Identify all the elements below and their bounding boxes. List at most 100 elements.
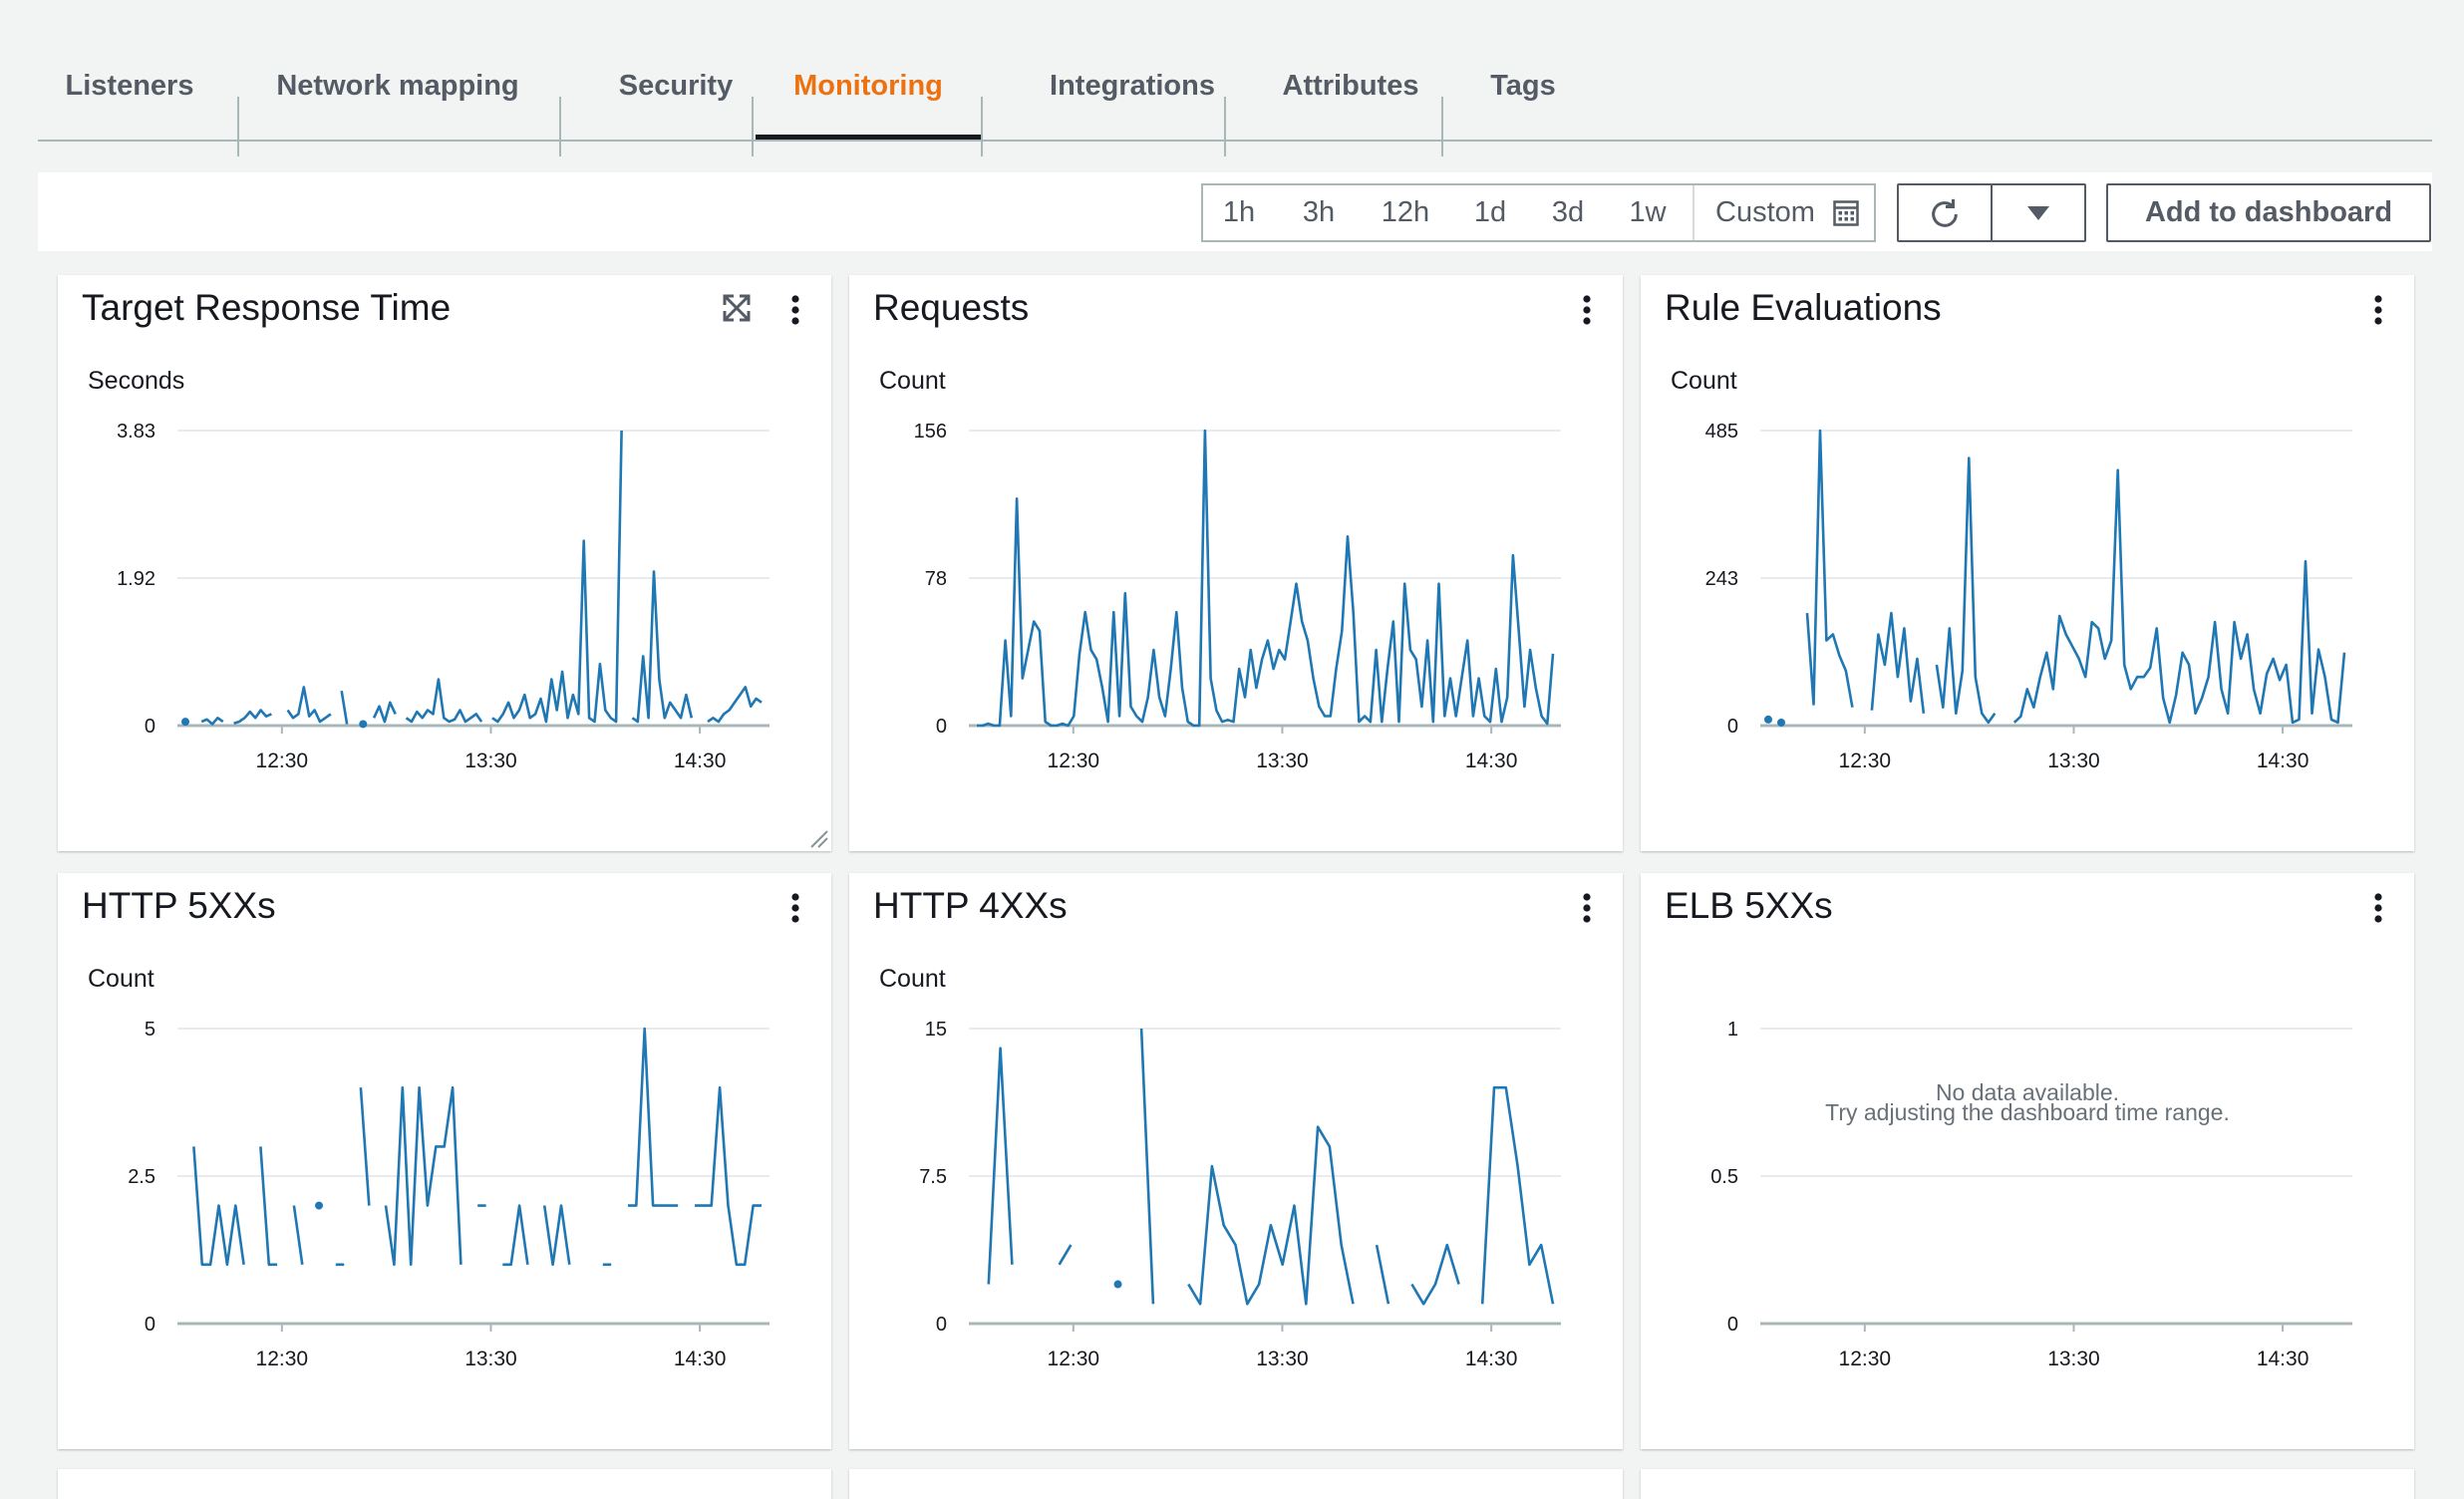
data-point[interactable] xyxy=(1113,1280,1122,1289)
caret-down-icon xyxy=(2027,206,2049,220)
widget-title: Rule Evaluations xyxy=(1665,287,1942,328)
range-12h[interactable]: 12h xyxy=(1381,196,1430,228)
range-1h[interactable]: 1h xyxy=(1222,196,1256,228)
x-tick-label: 13:30 xyxy=(464,750,517,772)
series-line[interactable] xyxy=(192,1146,245,1267)
tab-listeners[interactable]: Listeners xyxy=(65,70,194,102)
y-tick-label: 0.5 xyxy=(1710,1166,1738,1188)
widget-unit-label: Seconds xyxy=(88,367,185,395)
series-line[interactable] xyxy=(233,709,272,725)
vertical-ellipsis-icon[interactable] xyxy=(1581,295,1593,325)
series-line[interactable] xyxy=(405,678,483,724)
widget-title: HTTP 5XXs xyxy=(82,885,276,926)
y-tick-label: 156 xyxy=(914,421,947,443)
series-line[interactable] xyxy=(977,429,1555,728)
range-3d[interactable]: 3d xyxy=(1551,196,1585,228)
series-line[interactable] xyxy=(1805,429,1854,708)
vertical-ellipsis-icon[interactable] xyxy=(2372,295,2384,325)
series-line[interactable] xyxy=(259,1146,278,1267)
resize-grip-icon[interactable] xyxy=(807,827,829,849)
widget-partial xyxy=(58,1469,831,1499)
widget-title: ELB 5XXs xyxy=(1665,885,1833,926)
series-line[interactable] xyxy=(340,690,349,725)
series-line[interactable] xyxy=(502,1204,529,1267)
tab-attributes[interactable]: Attributes xyxy=(1282,70,1419,102)
y-tick-label: 1 xyxy=(1727,1019,1738,1041)
series-line[interactable] xyxy=(1139,1028,1155,1305)
tab-tags[interactable]: Tags xyxy=(1490,70,1556,102)
tab-bar: Listeners Network mapping Security Monit… xyxy=(38,44,2432,156)
series-line[interactable] xyxy=(1870,611,1926,714)
chart-target-response-time: 0 1.92 3.83 12:30 13:30 14:30 xyxy=(117,421,770,772)
series-line[interactable] xyxy=(707,686,763,724)
series-line[interactable] xyxy=(542,1204,571,1267)
x-tick-label: 12:30 xyxy=(1048,1348,1100,1370)
widget-unit-label: Count xyxy=(1671,367,1737,395)
range-1w[interactable]: 1w xyxy=(1629,196,1667,228)
refresh-button[interactable] xyxy=(1897,183,1993,242)
tab-security[interactable]: Security xyxy=(618,70,734,102)
tab-divider xyxy=(559,97,561,156)
series-line[interactable] xyxy=(1187,1125,1355,1306)
series-line[interactable] xyxy=(372,701,397,724)
range-3h[interactable]: 3h xyxy=(1302,196,1336,228)
y-tick-label: 7.5 xyxy=(919,1166,947,1188)
widget-http-5xxs: HTTP 5XXs Count 0 2.5 5 12:30 13:30 14:30 xyxy=(58,873,831,1449)
series-line[interactable] xyxy=(384,1085,462,1267)
add-to-dashboard-label: Add to dashboard xyxy=(2144,196,2393,228)
y-tick-label: 243 xyxy=(1705,568,1738,590)
calendar-icon[interactable] xyxy=(1833,200,1859,226)
series-line[interactable] xyxy=(2012,468,2346,725)
no-data-hint: Try adjusting the dashboard time range. xyxy=(1825,1099,2230,1125)
series-line[interactable] xyxy=(286,686,332,724)
data-point[interactable] xyxy=(181,718,189,727)
tab-divider xyxy=(1224,97,1226,156)
x-tick-label: 14:30 xyxy=(674,750,727,772)
refresh-options-dropdown[interactable] xyxy=(1991,183,2086,242)
x-tick-label: 14:30 xyxy=(1465,1348,1518,1370)
series-line[interactable] xyxy=(1935,456,1997,725)
y-tick-label: 0 xyxy=(936,1314,947,1336)
data-point[interactable] xyxy=(359,720,368,729)
series-line[interactable] xyxy=(292,1205,304,1265)
data-point[interactable] xyxy=(1776,718,1785,727)
expand-icon[interactable] xyxy=(722,293,752,323)
y-tick-label: 0 xyxy=(1727,716,1738,738)
y-tick-label: 1.92 xyxy=(117,568,155,590)
y-tick-label: 78 xyxy=(925,568,947,590)
range-custom[interactable]: Custom xyxy=(1715,196,1815,228)
x-tick-label: 12:30 xyxy=(1839,1348,1892,1370)
series-line[interactable] xyxy=(628,1027,679,1207)
series-line[interactable] xyxy=(631,570,694,724)
x-tick-label: 13:30 xyxy=(2047,1348,2100,1370)
vertical-ellipsis-icon[interactable] xyxy=(1581,893,1593,923)
tab-network-mapping[interactable]: Network mapping xyxy=(276,70,519,102)
widget-title: Target Response Time xyxy=(82,287,452,328)
widget-partial xyxy=(849,1469,1623,1499)
vertical-ellipsis-icon[interactable] xyxy=(789,295,801,325)
series-line[interactable] xyxy=(491,430,623,724)
refresh-icon xyxy=(1932,198,1958,227)
vertical-ellipsis-icon[interactable] xyxy=(2372,893,2384,923)
vertical-ellipsis-icon[interactable] xyxy=(789,893,801,923)
time-range-selector: 1h 3h 12h 1d 3d 1w Custom xyxy=(1201,183,1876,242)
tab-monitoring[interactable]: Monitoring xyxy=(756,66,981,140)
add-to-dashboard-button[interactable]: Add to dashboard xyxy=(2106,183,2431,242)
data-point[interactable] xyxy=(1764,715,1772,724)
tab-integrations[interactable]: Integrations xyxy=(1050,70,1215,102)
series-line[interactable] xyxy=(1480,1085,1555,1305)
series-line[interactable] xyxy=(695,1085,762,1267)
data-point[interactable] xyxy=(315,1201,324,1210)
series-line[interactable] xyxy=(359,1087,371,1206)
range-divider xyxy=(1693,185,1694,240)
series-line[interactable] xyxy=(1375,1244,1390,1305)
series-line[interactable] xyxy=(1058,1244,1073,1266)
widget-rule-evaluations: Rule Evaluations Count 0 243 485 12:30 13:30… xyxy=(1641,275,2414,851)
series-line[interactable] xyxy=(1410,1243,1460,1306)
tab-divider xyxy=(981,97,983,156)
series-line[interactable] xyxy=(987,1047,1014,1285)
x-tick-label: 14:30 xyxy=(2257,1348,2310,1370)
chart-rule-evaluations: 0 243 485 12:30 13:30 14:30 xyxy=(1705,421,2352,772)
series-line[interactable] xyxy=(200,716,224,726)
range-1d[interactable]: 1d xyxy=(1473,196,1507,228)
